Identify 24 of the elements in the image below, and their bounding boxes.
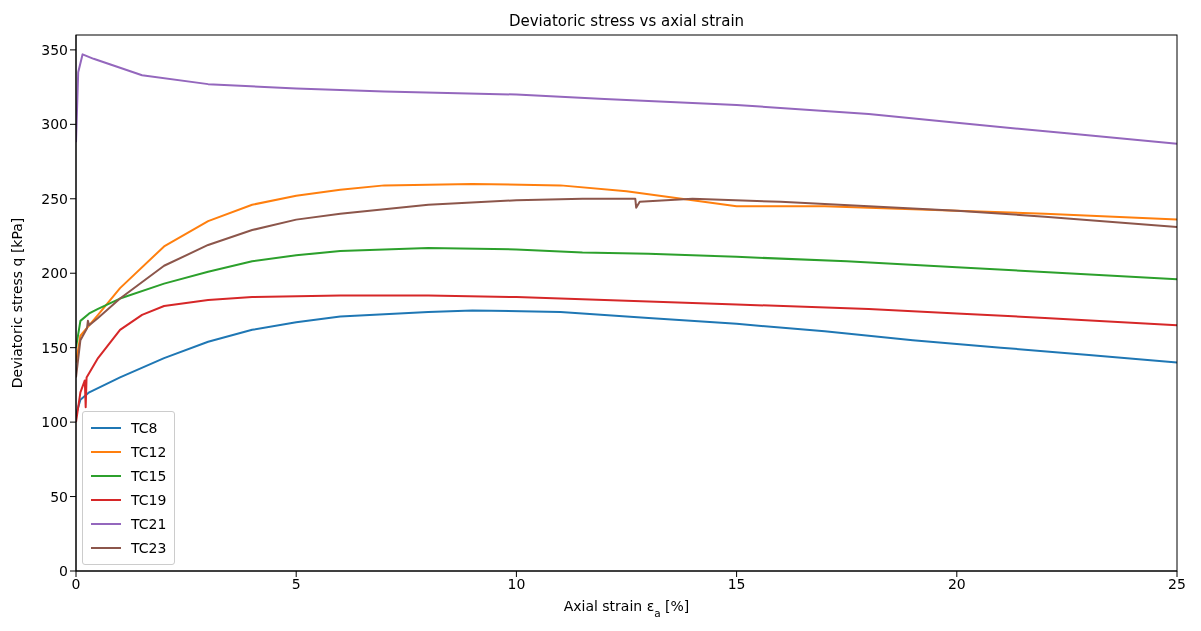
x-tick-label: 0 bbox=[71, 575, 81, 592]
legend-label: TC23 bbox=[131, 539, 167, 558]
y-tick-label: 250 bbox=[41, 190, 68, 207]
legend-label: TC19 bbox=[131, 491, 167, 510]
y-axis-title: Deviatoric stress q [kPa] bbox=[9, 217, 25, 389]
chart-title: Deviatoric stress vs axial strain bbox=[508, 12, 745, 30]
x-tick-label: 20 bbox=[947, 575, 966, 592]
x-tick-label: 10 bbox=[507, 575, 526, 592]
y-tick-label: 50 bbox=[50, 488, 68, 505]
legend-label: TC12 bbox=[131, 443, 167, 462]
line-series bbox=[76, 53, 1177, 145]
x-tick-label: 25 bbox=[1168, 575, 1186, 592]
y-tick-label: 200 bbox=[41, 265, 68, 282]
x-tick-label: 5 bbox=[291, 575, 301, 592]
x-axis-title: Axial strain ε$_{a}$ [%] bbox=[563, 598, 690, 619]
legend-label: TC21 bbox=[131, 515, 167, 534]
y-tick-label: 150 bbox=[41, 339, 68, 356]
y-tick-label: 350 bbox=[41, 41, 68, 58]
y-tick-label: 0 bbox=[59, 562, 68, 579]
legend-label: TC15 bbox=[131, 467, 167, 486]
y-tick-label: 300 bbox=[41, 116, 68, 133]
x-tick-label: 15 bbox=[727, 575, 746, 592]
legend-label: TC8 bbox=[131, 419, 158, 438]
y-tick-label: 100 bbox=[41, 414, 68, 431]
